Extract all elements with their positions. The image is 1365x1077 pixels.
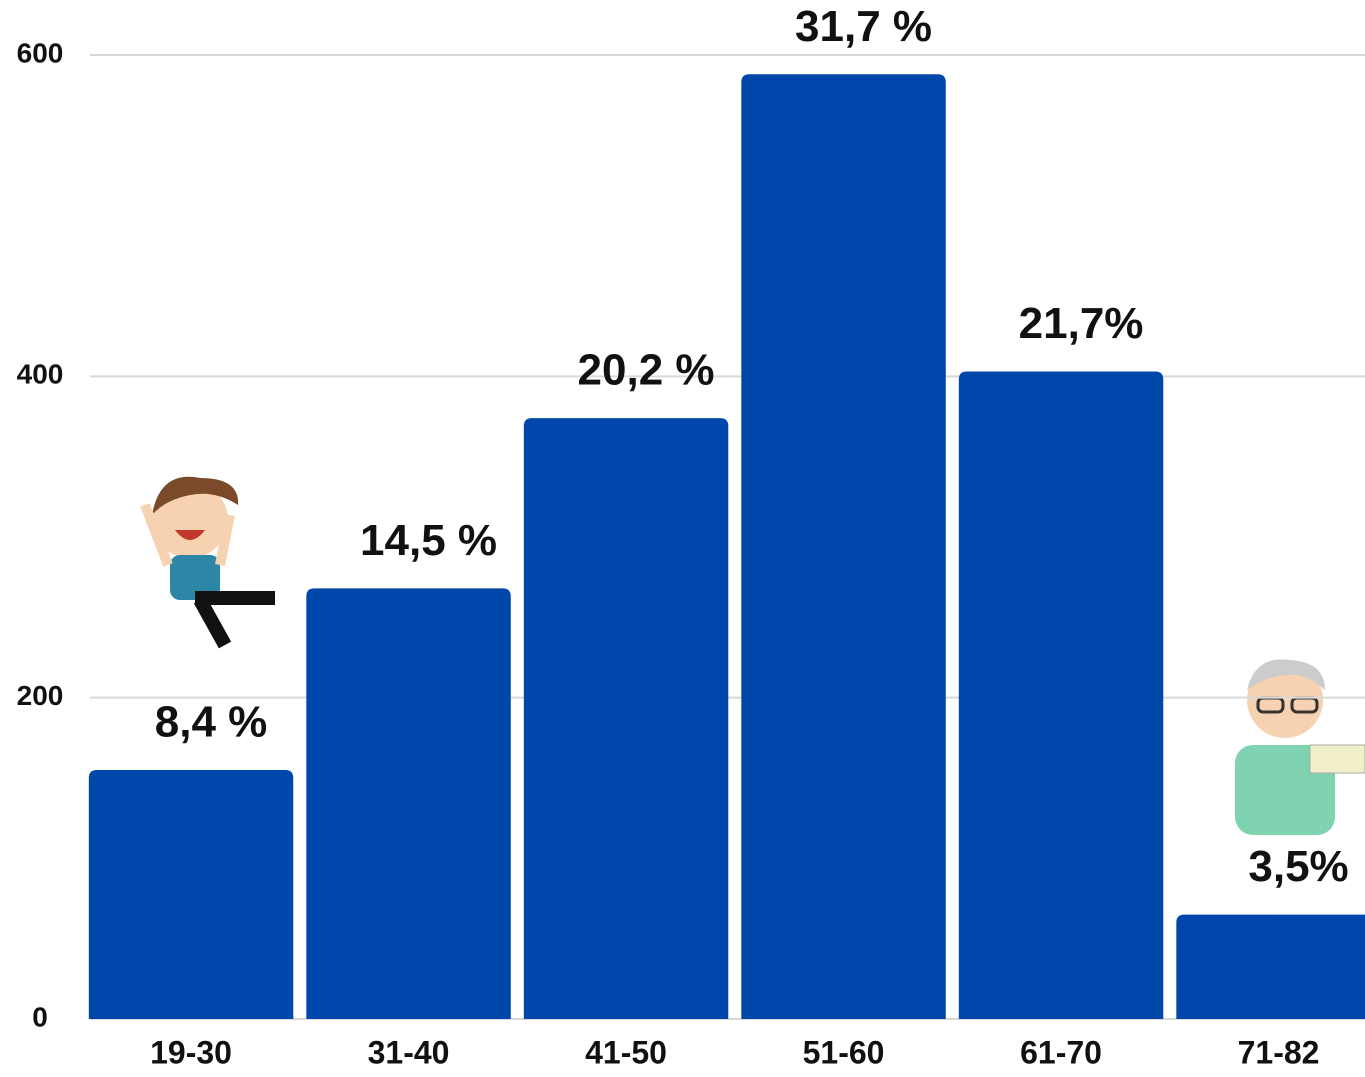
old-figure — [1235, 659, 1365, 835]
young-figure — [140, 476, 275, 649]
y-tick-label: 0 — [32, 1001, 48, 1032]
x-tick-label: 31-40 — [368, 1034, 450, 1070]
percent-label: 31,7 % — [795, 2, 932, 51]
percent-label: 3,5% — [1248, 842, 1348, 891]
bar — [958, 371, 1164, 1020]
bar — [1176, 914, 1365, 1019]
bar — [306, 588, 511, 1019]
x-tick-label: 41-50 — [585, 1034, 667, 1070]
bar — [88, 769, 294, 1019]
x-tick-label: 61-70 — [1020, 1034, 1102, 1070]
x-tick-label: 19-30 — [150, 1034, 232, 1070]
x-tick-label: 71-82 — [1238, 1034, 1320, 1070]
percent-label: 8,4 % — [155, 698, 268, 747]
bar — [741, 74, 946, 1019]
y-tick-label: 200 — [17, 680, 64, 711]
percent-label: 20,2 % — [578, 346, 715, 395]
y-tick-label: 600 — [17, 37, 64, 68]
bar — [523, 418, 729, 1019]
x-tick-label: 51-60 — [803, 1034, 885, 1070]
percent-label: 14,5 % — [360, 516, 497, 565]
percent-label: 21,7% — [1019, 299, 1144, 348]
y-tick-label: 400 — [17, 359, 64, 390]
